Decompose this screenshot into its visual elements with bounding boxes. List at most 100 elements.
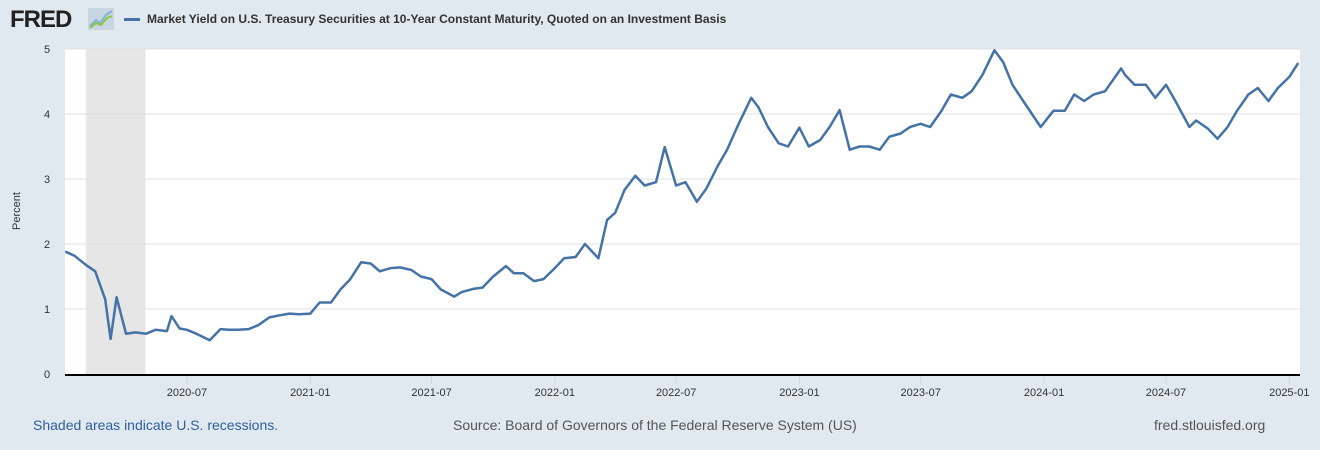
data-point	[379, 270, 381, 273]
data-point	[542, 278, 545, 280]
data-point	[145, 332, 147, 335]
site-link[interactable]: fred.stlouisfed.org	[1154, 417, 1266, 433]
data-point	[94, 270, 96, 273]
fred-logo[interactable]: FRED	[10, 6, 72, 33]
data-point	[1288, 76, 1291, 78]
data-point	[1063, 109, 1066, 112]
data-point	[767, 126, 769, 128]
data-point	[828, 126, 831, 128]
data-point	[757, 106, 760, 109]
data-point	[1236, 109, 1238, 112]
data-point	[166, 330, 168, 332]
data-point	[440, 288, 442, 291]
data-point	[389, 267, 392, 269]
data-point	[940, 109, 943, 112]
y-tick-label: 4	[44, 109, 50, 121]
data-point	[330, 301, 332, 304]
x-tick-label: 2024-07	[1146, 387, 1186, 399]
x-tick-label: 2022-01	[535, 387, 575, 399]
data-point	[787, 145, 789, 148]
data-point	[993, 49, 996, 52]
data-point	[919, 122, 922, 125]
data-point	[1039, 126, 1042, 128]
y-tick-label: 2	[44, 239, 50, 251]
data-point	[178, 327, 181, 330]
data-point	[318, 301, 321, 304]
data-point	[247, 328, 250, 330]
data-point	[798, 126, 801, 129]
data-point	[208, 339, 211, 342]
data-point	[1216, 137, 1219, 140]
data-point	[1083, 100, 1086, 102]
data-point	[420, 275, 422, 278]
data-point	[1011, 83, 1014, 86]
data-point	[929, 126, 931, 128]
data-point	[522, 272, 525, 275]
x-tick-label: 2023-07	[901, 387, 941, 399]
data-point	[663, 146, 666, 148]
data-point	[726, 148, 728, 151]
data-point	[716, 165, 719, 167]
y-tick-label: 5	[44, 44, 50, 56]
data-point	[268, 316, 271, 319]
data-point	[369, 262, 372, 265]
data-point	[909, 126, 911, 128]
chart-legend[interactable]: Market Yield on U.S. Treasury Securities…	[124, 12, 726, 26]
data-point	[838, 109, 841, 111]
data-point	[970, 90, 973, 93]
data-point	[705, 187, 708, 190]
data-point	[453, 295, 456, 298]
data-point	[257, 324, 259, 327]
data-point	[481, 286, 484, 289]
x-tick-label: 2024-01	[1024, 387, 1064, 399]
data-point	[1267, 100, 1270, 102]
data-point	[109, 338, 112, 340]
data-point	[1188, 126, 1191, 128]
data-point	[1247, 93, 1250, 96]
data-point	[399, 266, 401, 269]
data-point	[1120, 67, 1122, 70]
data-point	[819, 139, 822, 141]
data-point	[1124, 74, 1126, 76]
data-point	[736, 124, 739, 127]
x-tick-label: 2020-07	[167, 387, 207, 399]
data-point	[961, 96, 964, 99]
data-point	[1174, 100, 1177, 102]
data-point	[1206, 127, 1209, 130]
data-point	[277, 314, 280, 317]
data-point	[513, 272, 515, 275]
legend-swatch	[124, 17, 140, 21]
data-point	[634, 174, 637, 177]
source-note: Source: Board of Governors of the Federa…	[453, 417, 857, 433]
data-point	[614, 212, 616, 214]
recession-shade	[85, 49, 146, 374]
data-point	[879, 148, 881, 151]
data-point	[170, 315, 173, 317]
data-point	[597, 257, 600, 260]
data-point	[643, 184, 646, 187]
data-point	[808, 145, 810, 148]
data-point	[1226, 126, 1229, 128]
data-point	[1154, 96, 1157, 99]
x-tick-label: 2025-01	[1269, 387, 1309, 399]
data-point	[186, 329, 188, 331]
legend-label: Market Yield on U.S. Treasury Securities…	[147, 12, 727, 26]
data-point	[899, 132, 902, 135]
data-point	[1195, 119, 1197, 122]
data-point	[655, 181, 657, 184]
data-point	[104, 298, 107, 301]
recession-note: Shaded areas indicate U.S. recessions.	[33, 417, 279, 433]
y-tick-label: 1	[44, 304, 50, 316]
data-point	[888, 135, 891, 138]
x-tick-label: 2023-01	[779, 387, 819, 399]
data-point	[339, 288, 342, 291]
data-point	[309, 312, 312, 315]
data-point	[554, 267, 556, 269]
data-point	[848, 148, 851, 151]
data-point	[584, 243, 586, 245]
data-point	[64, 251, 67, 253]
data-point	[125, 332, 127, 335]
x-tick-label: 2022-07	[656, 387, 696, 399]
data-point	[574, 256, 577, 258]
data-point	[219, 328, 222, 330]
